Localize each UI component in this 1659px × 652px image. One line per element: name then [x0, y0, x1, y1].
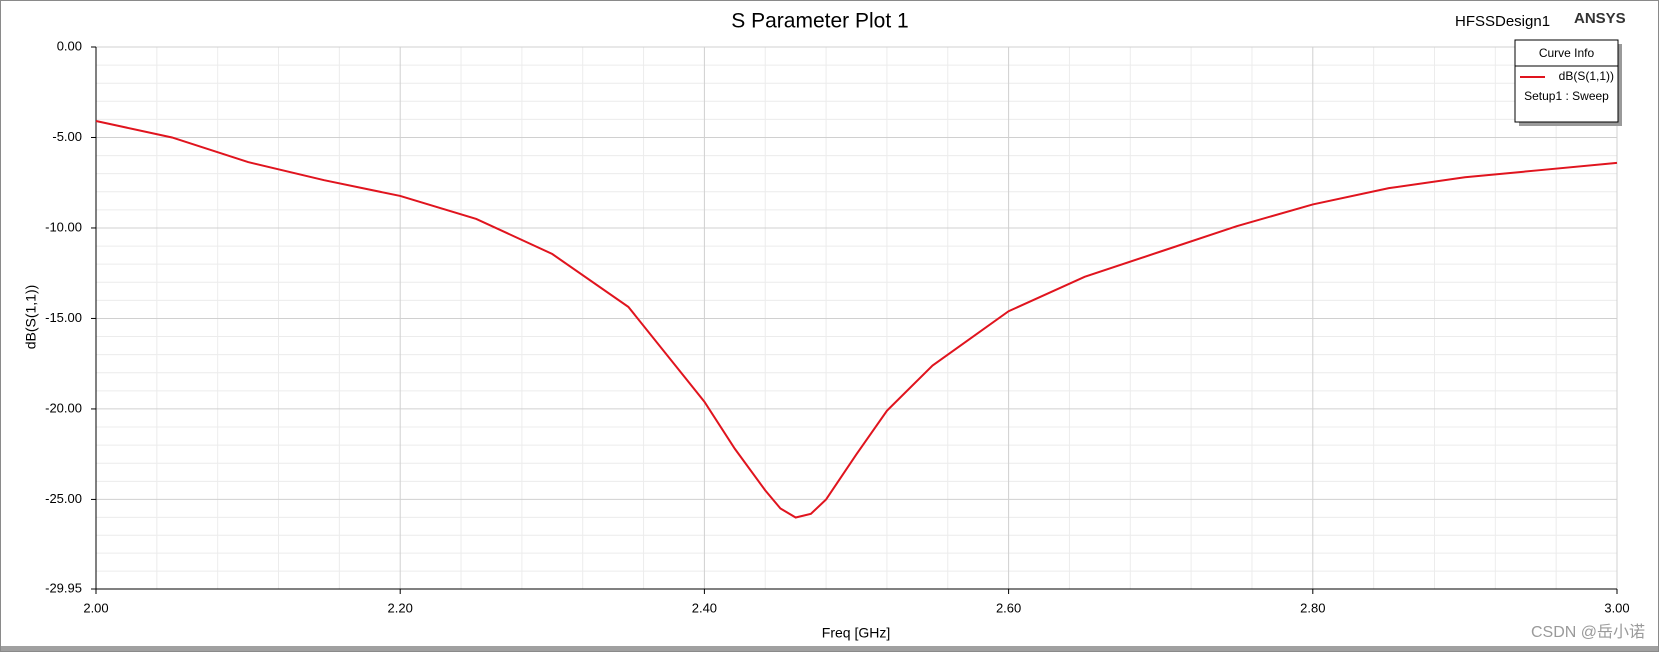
x-tick-label: 2.00 — [83, 600, 108, 615]
y-tick-label: -15.00 — [45, 310, 82, 325]
y-axis-label: dB(S(1,1)) — [23, 285, 39, 350]
x-tick-label: 2.40 — [692, 600, 717, 615]
y-tick-label: 0.00 — [57, 38, 82, 53]
data-line — [95, 120, 1618, 519]
y-tick-label: -20.00 — [45, 400, 82, 415]
watermark: CSDN @岳小诺 — [1531, 623, 1645, 641]
brand: ANSYS — [1574, 10, 1626, 27]
x-tick-label: 2.80 — [1300, 600, 1325, 615]
y-tick-label: -10.00 — [45, 219, 82, 234]
x-tick-label: 2.60 — [996, 600, 1021, 615]
legend-box — [1514, 39, 1619, 123]
legend-subtitle: Setup1 : Sweep — [1524, 89, 1609, 103]
legend-title: Curve Info — [1539, 46, 1595, 60]
legend-label: dB(S(1,1)) — [1559, 69, 1614, 83]
design-label: HFSSDesign1 — [1455, 13, 1550, 30]
window-edge — [1, 646, 1658, 651]
x-tick-label: 2.20 — [388, 600, 413, 615]
x-tick-label: 3.00 — [1604, 600, 1629, 615]
x-axis-label: Freq [GHz] — [822, 625, 890, 641]
chart-title: S Parameter Plot 1 — [731, 10, 908, 33]
y-tick-label: -25.00 — [45, 491, 82, 506]
y-tick-label: -29.95 — [45, 580, 82, 595]
y-tick-label: -5.00 — [52, 129, 82, 144]
